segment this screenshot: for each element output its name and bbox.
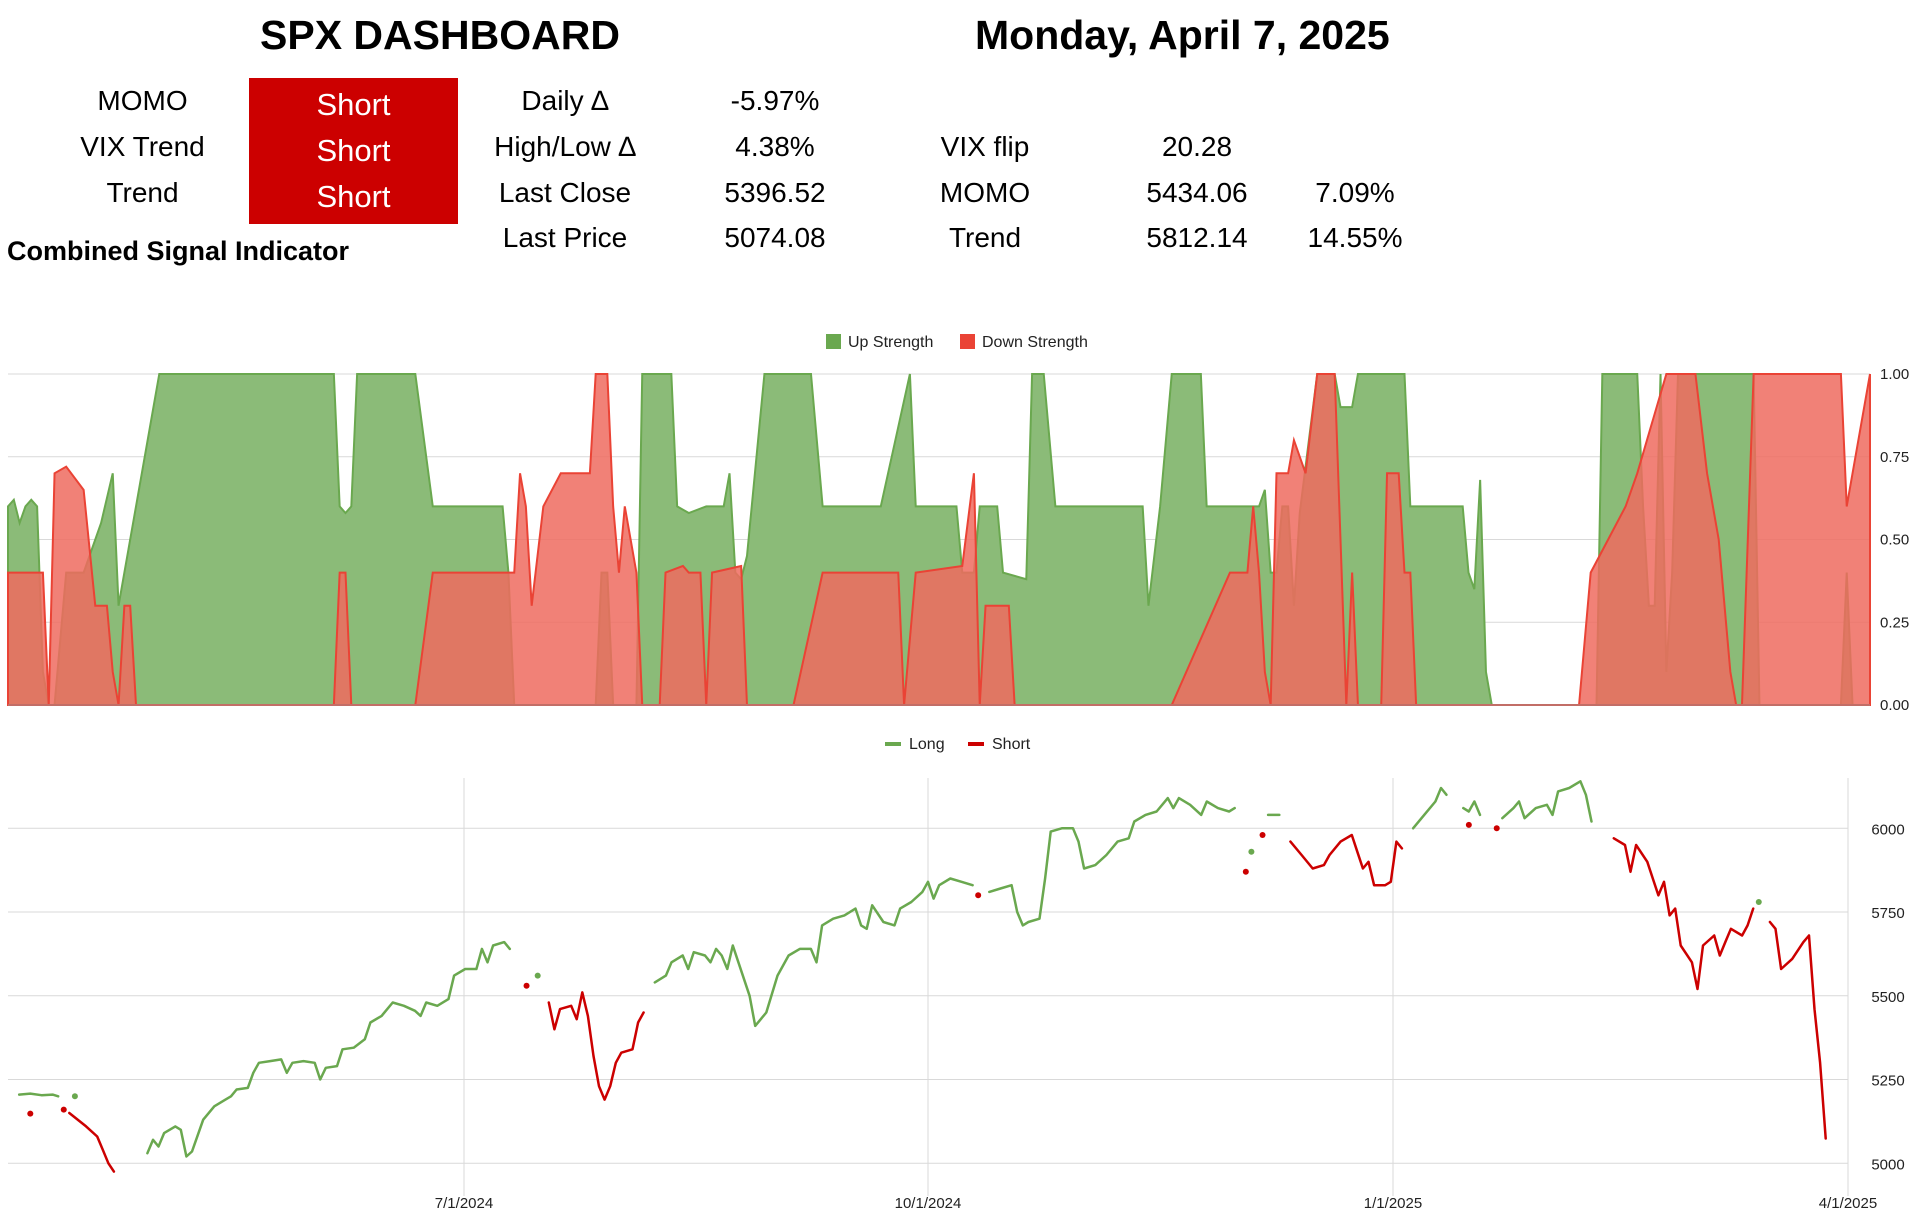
- price-line-long: [1501, 780, 1593, 823]
- momo-level-pct: 7.09%: [1315, 177, 1395, 208]
- price-dot-long: [71, 1093, 78, 1100]
- y-tick-label: 5000: [1871, 1156, 1904, 1173]
- y-tick-label: 0.25: [1880, 614, 1909, 631]
- trend-level-pct: 14.55%: [1307, 222, 1403, 253]
- price-dot-short: [975, 892, 982, 899]
- last-price-label: Last Price: [502, 222, 628, 253]
- price-line-short: [547, 991, 645, 1101]
- legend-label-up: Up Strength: [848, 334, 933, 351]
- last-close-label: Last Close: [498, 177, 632, 208]
- price-line-short: [1289, 833, 1404, 887]
- signal-label-trend: Trend: [106, 177, 179, 208]
- daily-change-value: -5.97%: [730, 85, 820, 116]
- page-date: Monday, April 7, 2025: [975, 12, 1390, 58]
- signal-status-vix-trend: Short: [249, 124, 458, 178]
- price-line-long: [146, 940, 512, 1158]
- momo-level-label: MOMO: [939, 177, 1031, 208]
- price-dot-short: [60, 1106, 67, 1113]
- y-tick-label: 1.00: [1880, 366, 1909, 383]
- price-dot-long: [1755, 898, 1762, 905]
- price-line-long: [17, 1092, 60, 1098]
- y-tick-label: 0.50: [1880, 532, 1909, 549]
- price-dot-short: [1259, 831, 1266, 838]
- price-line-long: [988, 796, 1236, 927]
- price-line-short: [1612, 837, 1755, 991]
- y-tick-label: 5250: [1871, 1073, 1904, 1090]
- price-line-short: [1768, 920, 1827, 1140]
- legend-swatch-down: [960, 334, 975, 349]
- price-line-long: [1462, 800, 1482, 817]
- signal-label-vix-trend: VIX Trend: [80, 131, 205, 162]
- price-line-short: [68, 1111, 116, 1173]
- y-tick-label: 0.75: [1880, 449, 1909, 466]
- highlow-change-label: High/Low ∆: [494, 131, 636, 162]
- price-dot-short: [523, 982, 530, 989]
- y-tick-label: 6000: [1871, 821, 1904, 838]
- trend-level-value: 5812.14: [1146, 222, 1248, 253]
- signal-label-momo: MOMO: [97, 85, 188, 116]
- last-close-value: 5396.52: [724, 177, 826, 208]
- price-dot-long: [534, 972, 541, 979]
- y-tick-label: 5750: [1871, 905, 1904, 922]
- legend-label-short: Short: [992, 736, 1031, 753]
- price-dot-short: [1242, 868, 1249, 875]
- price-dot-short: [1465, 821, 1472, 828]
- price-dot-short: [27, 1110, 34, 1117]
- price-line-long: [1411, 786, 1448, 830]
- price-dot-long: [1248, 848, 1255, 855]
- y-tick-label: 0.00: [1880, 697, 1909, 714]
- signal-status-trend: Short: [249, 170, 458, 224]
- page-title: SPX DASHBOARD: [260, 12, 620, 58]
- vix-flip-value: 20.28: [1161, 131, 1233, 162]
- momo-level-value: 5434.06: [1146, 177, 1248, 208]
- price-line-long: [653, 877, 974, 1028]
- section-title: Combined Signal Indicator: [7, 236, 350, 266]
- trend-level-label: Trend: [948, 222, 1022, 253]
- last-price-value: 5074.08: [724, 222, 826, 253]
- vix-flip-label: VIX flip: [940, 131, 1030, 162]
- legend-label-long: Long: [909, 736, 945, 753]
- x-tick-label: 1/1/2025: [1364, 1195, 1422, 1212]
- x-tick-label: 10/1/2024: [895, 1195, 962, 1212]
- legend-swatch-up: [826, 334, 841, 349]
- x-tick-label: 4/1/2025: [1819, 1195, 1877, 1212]
- price-dot-short: [1493, 825, 1500, 832]
- signal-status-momo: Short: [249, 78, 458, 132]
- y-tick-label: 5500: [1871, 989, 1904, 1006]
- x-tick-label: 7/1/2024: [435, 1195, 493, 1212]
- legend-label-down: Down Strength: [982, 334, 1088, 351]
- highlow-change-value: 4.38%: [735, 131, 815, 162]
- daily-change-label: Daily ∆: [521, 85, 609, 116]
